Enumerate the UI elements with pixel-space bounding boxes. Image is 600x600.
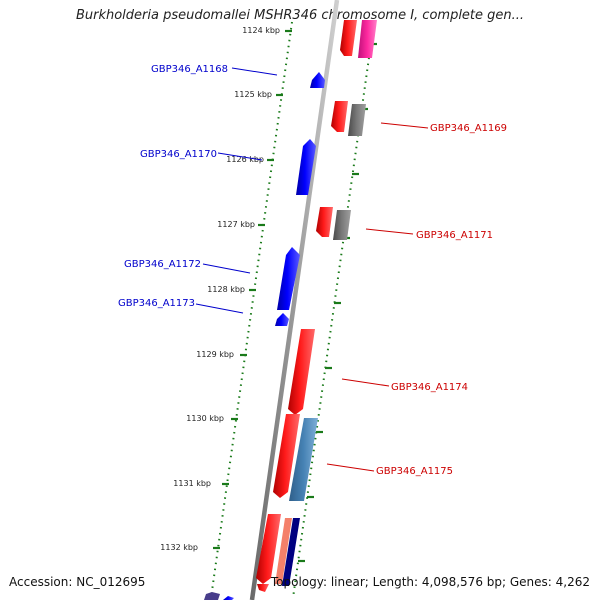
gene-arrow-a1174[interactable]	[288, 329, 315, 415]
map-title: Burkholderia pseudomallei MSHR346 chromo…	[75, 8, 525, 23]
accession-text: Accession: NC_012695	[9, 575, 146, 589]
tick-label: 1128 kbp	[207, 285, 245, 294]
leader-line-a1172	[202, 263, 251, 274]
gene-label-a1169[interactable]: GBP346_A1169	[430, 123, 507, 134]
tick-label: 1124 kbp	[242, 26, 280, 35]
leader-line-a1171	[365, 228, 414, 235]
gene-arrow-bottom-blue[interactable]	[223, 596, 234, 600]
scale-tick-labels: 1124 kbp 1125 kbp 1126 kbp 1127 kbp 1128…	[160, 26, 280, 552]
left-track-guide	[210, 21, 293, 599]
scale-ticks	[213, 29, 292, 550]
gene-arrow-bottom-salmon[interactable]	[275, 518, 292, 584]
gene-arrow-bottom-red[interactable]	[256, 514, 281, 584]
gene-arrow-top-magenta[interactable]	[358, 20, 377, 58]
leader-line-a1173	[195, 303, 244, 314]
gene-arrow-a1169[interactable]	[331, 101, 348, 132]
leader-line-a1175	[326, 463, 375, 472]
gene-arrow-bottom-small-red[interactable]	[257, 584, 269, 592]
gene-label-a1175[interactable]: GBP346_A1175	[376, 466, 453, 477]
tick-label: 1131 kbp	[173, 479, 211, 488]
gene-arrow-a1170[interactable]	[296, 139, 316, 195]
reverse-strand-genes	[256, 20, 377, 592]
leader-line-a1168	[231, 67, 278, 76]
tick-label: 1129 kbp	[196, 350, 234, 359]
gene-label-a1172[interactable]: GBP346_A1172	[124, 259, 201, 270]
gene-label-a1174[interactable]: GBP346_A1174	[391, 382, 468, 393]
leader-line-a1169	[380, 122, 429, 129]
gene-labels: GBP346_A1168 GBP346_A1169 GBP346_A1170 G…	[118, 64, 507, 477]
gene-label-a1170[interactable]: GBP346_A1170	[140, 149, 217, 160]
gene-arrow-a1169-gray[interactable]	[348, 104, 366, 136]
gene-arrow-a1175[interactable]	[273, 414, 300, 498]
gene-arrow-a1175-steel[interactable]	[289, 418, 318, 501]
gene-arrow-bottom-navy[interactable]	[282, 518, 300, 586]
gene-label-a1171[interactable]: GBP346_A1171	[416, 230, 493, 241]
leader-line-a1170	[217, 152, 263, 161]
tick-label: 1126 kbp	[226, 155, 264, 164]
chromosome-backbone	[249, 0, 340, 600]
tick-label: 1127 kbp	[217, 220, 255, 229]
leader-line-a1174	[341, 378, 390, 387]
gene-arrow-top-red[interactable]	[340, 20, 357, 56]
forward-strand-genes	[204, 72, 325, 600]
genome-summary-text: Topology: linear; Length: 4,098,576 bp; …	[270, 575, 590, 589]
tick-label: 1130 kbp	[186, 414, 224, 423]
label-leader-lines	[195, 67, 429, 472]
tick-label: 1125 kbp	[234, 90, 272, 99]
gene-arrow-bottom-slate[interactable]	[204, 592, 220, 600]
gene-arrow-a1173[interactable]	[275, 313, 289, 326]
gene-arrow-a1172[interactable]	[277, 247, 300, 310]
gene-label-a1173[interactable]: GBP346_A1173	[118, 298, 195, 309]
gene-arrow-a1171[interactable]	[316, 207, 333, 237]
gene-arrow-a1171-gray[interactable]	[333, 210, 351, 240]
tick-label: 1132 kbp	[160, 543, 198, 552]
gene-label-a1168[interactable]: GBP346_A1168	[151, 64, 228, 75]
gene-arrow-a1168[interactable]	[310, 72, 325, 88]
